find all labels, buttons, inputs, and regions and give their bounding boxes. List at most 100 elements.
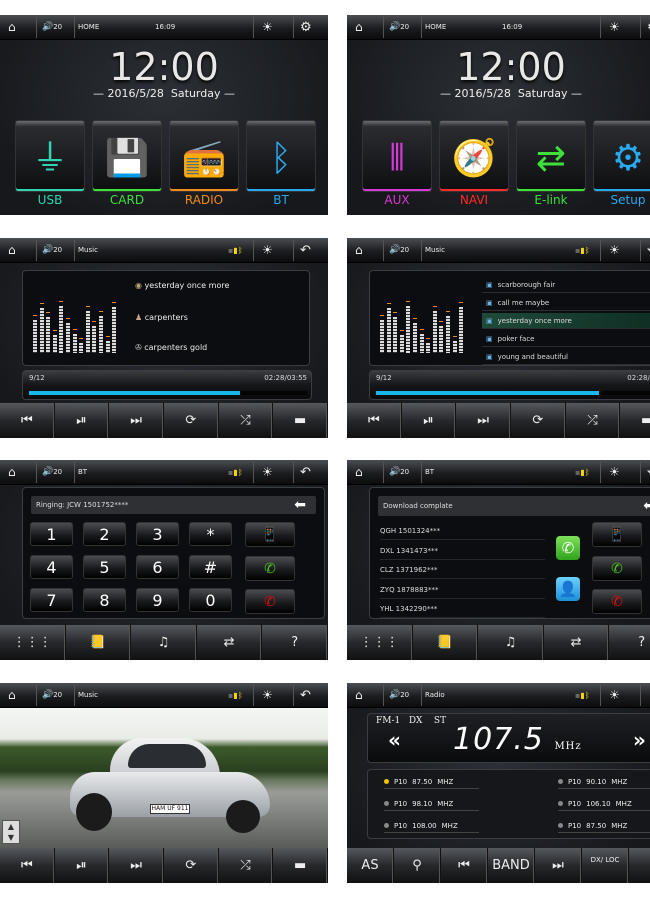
- playlist-item[interactable]: ▣ scarborough fair: [482, 277, 650, 293]
- phone-link-button[interactable]: ⇄: [197, 625, 263, 660]
- key-6[interactable]: 6: [136, 555, 179, 579]
- key-*[interactable]: *: [189, 522, 232, 546]
- keypad-button[interactable]: ⋮⋮⋮: [0, 625, 66, 660]
- as-button[interactable]: AS: [347, 848, 394, 883]
- tile-aux[interactable]: ⫴: [362, 120, 432, 192]
- keypad-button[interactable]: ⋮⋮⋮: [347, 625, 413, 660]
- repeat-button[interactable]: ⟳: [511, 403, 566, 438]
- home-button[interactable]: ⌂: [355, 688, 363, 702]
- home-button[interactable]: ⌂: [355, 20, 363, 34]
- contact-row[interactable]: YHL 1342290***: [380, 600, 545, 618]
- back-arrow-icon[interactable]: ↶: [647, 460, 650, 485]
- home-button[interactable]: ⌂: [8, 20, 16, 34]
- brightness-button[interactable]: ☀: [609, 243, 620, 257]
- seek-next-button[interactable]: ⏭: [535, 848, 582, 883]
- end-call-button[interactable]: ✆: [592, 589, 642, 614]
- video-frame[interactable]: HAM UF 911 ▲ ▼: [0, 708, 328, 848]
- contact-row[interactable]: CLZ 1371962***: [380, 561, 545, 579]
- key-0[interactable]: 0: [189, 588, 232, 612]
- phonebook-button[interactable]: 📒: [413, 625, 479, 660]
- tile-card[interactable]: 💾: [92, 120, 162, 192]
- answer-call-button[interactable]: ✆: [245, 556, 295, 581]
- dxloc-button[interactable]: DX/ LOC: [582, 848, 629, 883]
- help-button[interactable]: ?: [609, 625, 650, 660]
- play-pause-button[interactable]: ⏯: [402, 403, 457, 438]
- shuffle-button[interactable]: ⤮: [566, 403, 621, 438]
- home-button[interactable]: ⌂: [355, 465, 363, 479]
- help-button[interactable]: ?: [262, 625, 328, 660]
- brightness-button[interactable]: ☀: [262, 20, 273, 34]
- answer-call-button[interactable]: ✆: [592, 556, 642, 581]
- progress-bar[interactable]: [29, 391, 307, 395]
- folder-button[interactable]: ▬: [273, 848, 328, 883]
- phonebook-button[interactable]: 📒: [66, 625, 132, 660]
- settings-gear-icon[interactable]: ⚙: [300, 20, 312, 35]
- key-8[interactable]: 8: [83, 588, 126, 612]
- shuffle-button[interactable]: ⤮: [219, 403, 274, 438]
- playlist-item[interactable]: ▣ poker face: [482, 331, 650, 347]
- repeat-button[interactable]: ⟳: [164, 403, 219, 438]
- folder-button[interactable]: ▬: [273, 403, 328, 438]
- next-button[interactable]: ⏭: [109, 848, 164, 883]
- prev-button[interactable]: ⏮: [0, 848, 55, 883]
- contacts-button[interactable]: 👤: [556, 577, 580, 601]
- tile-usb[interactable]: ⏚: [15, 120, 85, 192]
- key-4[interactable]: 4: [30, 555, 73, 579]
- preset-6[interactable]: P10 87.50 MHZ: [558, 822, 650, 833]
- seek-prev-button[interactable]: ⏮: [441, 848, 488, 883]
- music-note-button[interactable]: ♫: [131, 625, 197, 660]
- music-note-button[interactable]: ♫: [478, 625, 544, 660]
- contact-row[interactable]: QGH 1501324***: [380, 522, 545, 540]
- next-button[interactable]: ⏭: [109, 403, 164, 438]
- home-button[interactable]: ⌂: [8, 688, 16, 702]
- contact-row[interactable]: ZYQ 1878883***: [380, 581, 545, 599]
- back-arrow-icon[interactable]: ↶: [300, 688, 311, 703]
- playlist-item[interactable]: ▣ call me maybe: [482, 295, 650, 311]
- backspace-icon[interactable]: ⬅: [294, 497, 306, 513]
- play-pause-button[interactable]: ⏯: [55, 403, 110, 438]
- next-button[interactable]: ⏭: [456, 403, 511, 438]
- settings-gear-icon[interactable]: ⚙: [647, 15, 650, 40]
- key-1[interactable]: 1: [30, 522, 73, 546]
- key-3[interactable]: 3: [136, 522, 179, 546]
- brightness-button[interactable]: ☀: [262, 688, 273, 702]
- seek-up-button[interactable]: »: [633, 728, 646, 752]
- call-log-button[interactable]: ✆: [556, 536, 580, 560]
- tile-setup[interactable]: ⚙: [593, 120, 650, 192]
- home-button[interactable]: ⌂: [8, 243, 16, 257]
- shuffle-button[interactable]: ⤮: [219, 848, 274, 883]
- folder-button[interactable]: ▬: [620, 403, 650, 438]
- back-arrow-icon[interactable]: ↶: [647, 238, 650, 263]
- back-arrow-icon[interactable]: ↶: [300, 243, 311, 258]
- band-button[interactable]: BAND: [488, 848, 535, 883]
- home-button[interactable]: ⌂: [8, 465, 16, 479]
- prev-button[interactable]: ⏮: [347, 403, 402, 438]
- search-button[interactable]: ⚲: [394, 848, 441, 883]
- key-7[interactable]: 7: [30, 588, 73, 612]
- brightness-button[interactable]: ☀: [262, 243, 273, 257]
- end-call-button[interactable]: ✆: [245, 589, 295, 614]
- prev-button[interactable]: ⏮: [0, 403, 55, 438]
- back-arrow-icon[interactable]: ↶: [300, 465, 311, 480]
- transfer-audio-button[interactable]: 📱: [245, 522, 295, 547]
- tile-e-link[interactable]: ⇄: [516, 120, 586, 192]
- playlist-item[interactable]: ▣ yesterday once more: [482, 313, 650, 329]
- repeat-button[interactable]: ⟳: [164, 848, 219, 883]
- tile-radio[interactable]: 📻: [169, 120, 239, 192]
- tile-bt[interactable]: ᛒ: [246, 120, 316, 192]
- preset-2[interactable]: P10 90.10 MHZ: [558, 778, 650, 789]
- preset-4[interactable]: P10 106.10 MHZ: [558, 800, 650, 811]
- tile-navi[interactable]: 🧭: [439, 120, 509, 192]
- brightness-button[interactable]: ☀: [609, 465, 620, 479]
- key-9[interactable]: 9: [136, 588, 179, 612]
- preset-3[interactable]: P10 98.10 MHZ: [384, 800, 479, 811]
- scroll-arrows-icon[interactable]: ▲ ▼: [2, 820, 20, 844]
- key-5[interactable]: 5: [83, 555, 126, 579]
- back-arrow-icon[interactable]: ⬅: [643, 498, 650, 514]
- home-button[interactable]: ⌂: [355, 243, 363, 257]
- seek-down-button[interactable]: «: [388, 728, 401, 752]
- transfer-audio-button[interactable]: 📱: [592, 522, 642, 547]
- phone-link-button[interactable]: ⇄: [544, 625, 610, 660]
- brightness-button[interactable]: ☀: [609, 688, 620, 702]
- brightness-button[interactable]: ☀: [609, 20, 620, 34]
